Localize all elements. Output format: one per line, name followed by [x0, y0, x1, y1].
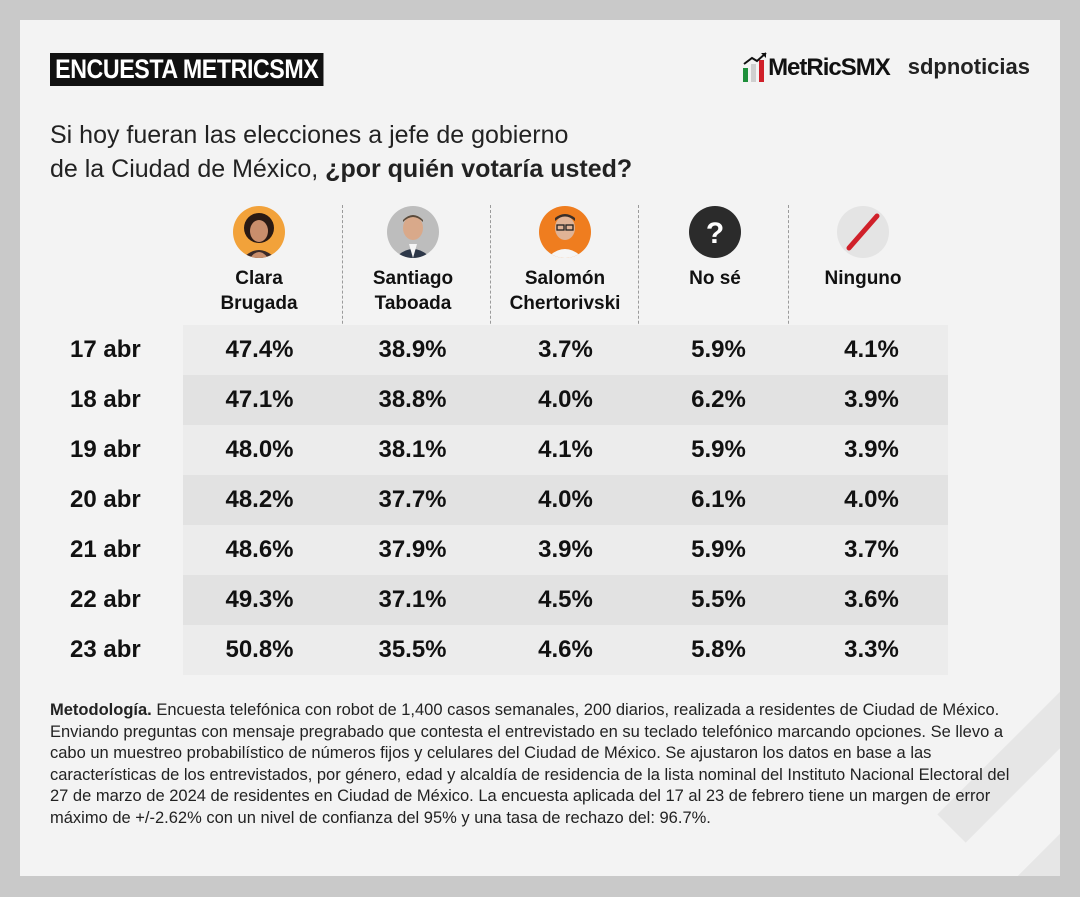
- value-cell: 4.1%: [844, 336, 899, 363]
- row-date-label: 17 abr: [70, 336, 141, 363]
- value-cell: 5.9%: [691, 536, 746, 563]
- metricsmx-wordmark: MetRicSMX: [768, 54, 891, 81]
- value-cell: 5.9%: [691, 436, 746, 463]
- value-cell: 5.5%: [691, 586, 746, 613]
- svg-text:?: ?: [706, 217, 724, 250]
- column-label-line-1: Santiago: [372, 268, 454, 289]
- column-label: Salomón Chertorivski: [490, 266, 640, 316]
- value-cell: 4.0%: [538, 386, 593, 413]
- value-cell: 37.7%: [378, 486, 447, 513]
- question-line-2: de la Ciudad de México, ¿por quién votar…: [50, 152, 632, 186]
- column-header-no-se: ? No sé: [640, 206, 790, 291]
- table-row: 50.8% 35.5% 4.6% 5.8% 3.3%: [183, 625, 948, 675]
- logos: MetRicSMX sdpnoticias: [742, 47, 1030, 87]
- value-cell: 37.1%: [378, 586, 447, 613]
- santiago-taboada-avatar: [387, 206, 439, 258]
- value-cell: 38.1%: [378, 436, 447, 463]
- value-cell: 6.2%: [691, 386, 746, 413]
- column-label-line-1: Salomón: [524, 268, 606, 289]
- table-row: 48.2% 37.7% 4.0% 6.1% 4.0%: [183, 475, 948, 525]
- value-cell: 3.7%: [844, 536, 899, 563]
- question-line-2-bold: ¿por quién votaría usted?: [325, 155, 633, 183]
- table-row: 47.1% 38.8% 4.0% 6.2% 3.9%: [183, 375, 948, 425]
- value-cell: 3.9%: [844, 386, 899, 413]
- results-table: 47.4% 38.9% 3.7% 5.9% 4.1% 47.1% 38.8% 4.0% 6.2%…: [183, 325, 948, 675]
- column-label: Clara Brugada: [184, 266, 334, 316]
- value-cell: 47.4%: [225, 336, 294, 363]
- column-label: Santiago Taboada: [338, 266, 488, 316]
- column-label-line-2: Taboada: [374, 293, 452, 314]
- value-cell: 48.0%: [225, 436, 294, 463]
- column-label-line-1: Ninguno: [824, 268, 902, 289]
- value-cell: 38.9%: [378, 336, 447, 363]
- row-date-label: 21 abr: [70, 536, 141, 563]
- table-row: 48.0% 38.1% 4.1% 5.9% 3.9%: [183, 425, 948, 475]
- value-cell: 37.9%: [378, 536, 447, 563]
- row-date-label: 18 abr: [70, 386, 141, 413]
- column-header-salomon-chertorivski: Salomón Chertorivski: [490, 206, 640, 316]
- column-label-line-2: Brugada: [220, 293, 298, 314]
- methodology: Metodología. Encuesta telefónica con rob…: [50, 700, 1030, 829]
- question-mark-icon: ?: [689, 206, 741, 258]
- column-label: Ninguno: [788, 266, 938, 291]
- value-cell: 38.8%: [378, 386, 447, 413]
- brand-title: ENCUESTA METRICSMX: [50, 53, 324, 86]
- infographic-card: ENCUESTA METRICSMX MetRicSMX sdpnoticias…: [20, 20, 1060, 876]
- methodology-label: Metodología.: [50, 701, 152, 719]
- column-label: No sé: [640, 266, 790, 291]
- metricsmx-logo: MetRicSMX: [742, 52, 891, 82]
- table-row: 47.4% 38.9% 3.7% 5.9% 4.1%: [183, 325, 948, 375]
- methodology-text: Encuesta telefónica con robot de 1,400 c…: [50, 701, 1010, 827]
- value-cell: 6.1%: [691, 486, 746, 513]
- sdpnoticias-logo: sdpnoticias: [907, 54, 1030, 79]
- row-date-label: 23 abr: [70, 636, 141, 663]
- value-cell: 3.6%: [844, 586, 899, 613]
- value-cell: 49.3%: [225, 586, 294, 613]
- column-header-clara-brugada: Clara Brugada: [184, 206, 334, 316]
- table-row: 49.3% 37.1% 4.5% 5.5% 3.6%: [183, 575, 948, 625]
- value-cell: 35.5%: [378, 636, 447, 663]
- column-header-santiago-taboada: Santiago Taboada: [338, 206, 488, 316]
- value-cell: 3.9%: [844, 436, 899, 463]
- value-cell: 5.8%: [691, 636, 746, 663]
- question-line-2-plain: de la Ciudad de México,: [50, 155, 326, 183]
- value-cell: 47.1%: [225, 386, 294, 413]
- value-cell: 4.0%: [844, 486, 899, 513]
- value-cell: 5.9%: [691, 336, 746, 363]
- salomon-chertorivski-avatar: [539, 206, 591, 258]
- value-cell: 48.6%: [225, 536, 294, 563]
- row-date-label: 19 abr: [70, 436, 141, 463]
- column-label-line-2: Chertorivski: [509, 293, 621, 314]
- row-date-label: 20 abr: [70, 486, 141, 513]
- value-cell: 3.3%: [844, 636, 899, 663]
- table-row: 48.6% 37.9% 3.9% 5.9% 3.7%: [183, 525, 948, 575]
- column-label-line-1: Clara: [235, 268, 283, 289]
- value-cell: 48.2%: [225, 486, 294, 513]
- column-label-line-1: No sé: [689, 268, 741, 289]
- value-cell: 50.8%: [225, 636, 294, 663]
- value-cell: 4.0%: [538, 486, 593, 513]
- none-slash-icon: [837, 206, 889, 258]
- question-line-1: Si hoy fueran las elecciones a jefe de g…: [50, 121, 569, 149]
- value-cell: 3.7%: [538, 336, 593, 363]
- question: Si hoy fueran las elecciones a jefe de g…: [50, 118, 632, 186]
- column-header-ninguno: Ninguno: [788, 206, 938, 291]
- value-cell: 4.5%: [538, 586, 593, 613]
- value-cell: 3.9%: [538, 536, 593, 563]
- metricsmx-bars-icon: [743, 52, 767, 82]
- row-date-label: 22 abr: [70, 586, 141, 613]
- value-cell: 4.1%: [538, 436, 593, 463]
- value-cell: 4.6%: [538, 636, 593, 663]
- clara-brugada-avatar: [233, 206, 285, 258]
